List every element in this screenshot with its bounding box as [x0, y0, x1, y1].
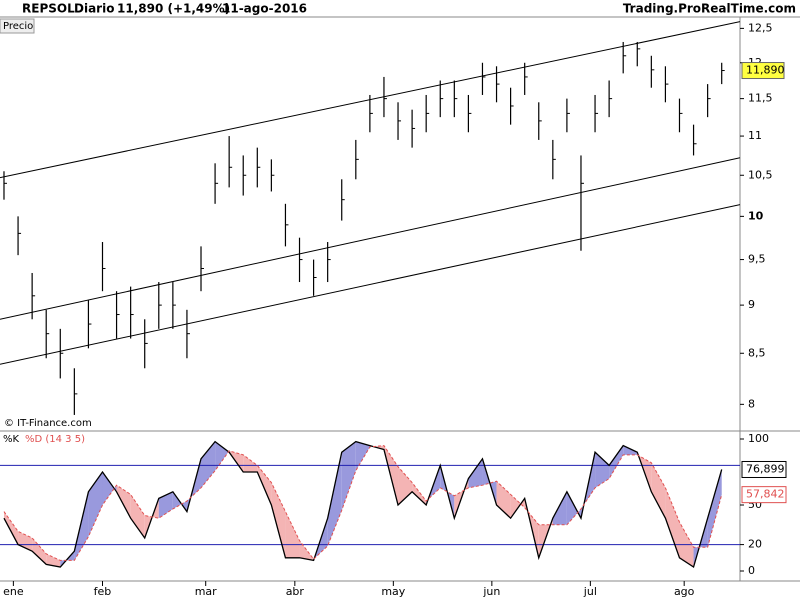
symbol: REPSOL	[22, 2, 75, 16]
stoch-fill	[201, 441, 216, 488]
stoch-fill	[412, 482, 427, 505]
stoch-fill	[158, 491, 173, 519]
stoch-fill	[88, 471, 103, 537]
last-price-label: 11,890	[746, 64, 785, 77]
legend-k: %K	[3, 434, 20, 445]
x-tick-label: mar	[195, 585, 217, 598]
x-tick-label: may	[381, 585, 405, 598]
stoch-fill	[609, 445, 624, 479]
stoch-fill	[566, 491, 581, 525]
quote: 11,890 (+1,49%)	[117, 2, 230, 16]
trendline	[0, 204, 741, 365]
stoch-fill	[468, 458, 483, 488]
stoch-fill	[116, 485, 131, 519]
stoch-fill	[271, 482, 286, 558]
y-tick-label: 8,5	[748, 346, 766, 359]
credit: © IT-Finance.com	[4, 418, 92, 429]
y-tick-label: 10,5	[748, 168, 773, 181]
x-tick-label: ago	[674, 585, 695, 598]
x-tick-label: abr	[286, 585, 305, 598]
legend-d: %D (14 3 5)	[25, 434, 85, 445]
trendline	[0, 157, 741, 320]
period: Diario	[74, 2, 114, 16]
y-tick-label: 11	[748, 129, 762, 142]
y-tick-label: 9	[748, 298, 755, 311]
stoch-fill	[707, 469, 722, 548]
y-tick-label: 9,5	[748, 253, 766, 266]
x-tick-label: jun	[482, 585, 500, 598]
last-value-label: 76,899	[746, 462, 785, 475]
y-tick-label: 20	[748, 538, 762, 551]
stoch-fill	[665, 487, 680, 558]
stoch-fill	[46, 553, 61, 568]
stoch-fill	[327, 452, 342, 546]
y-tick-label: 0	[748, 564, 755, 577]
stoch-fill	[341, 441, 356, 511]
stoch-fill	[215, 441, 230, 471]
date: 11-ago-2016	[222, 2, 307, 16]
stoch-line	[3, 440, 723, 569]
stoch-fill	[651, 462, 666, 519]
x-tick-label: jul	[583, 585, 597, 598]
stoch-fill	[130, 494, 145, 538]
pane-label-box	[0, 18, 35, 34]
stoch-fill	[102, 471, 117, 505]
stoch-fill	[3, 511, 19, 545]
last-value-label: 57,842	[746, 488, 785, 501]
y-tick-label: 10	[748, 209, 764, 222]
x-tick-label: ene	[3, 585, 24, 598]
stoch-fill	[398, 466, 413, 505]
x-tick-label: feb	[94, 585, 112, 598]
y-tick-label: 8	[748, 397, 755, 410]
last-value-box	[741, 460, 787, 478]
stoch-fill	[355, 441, 370, 471]
stoch-fill	[552, 491, 567, 525]
stoch-fill	[595, 452, 610, 488]
stoch-fill	[243, 454, 258, 472]
stoch-fill	[496, 481, 511, 519]
last-value-box	[741, 486, 787, 504]
last-price-box	[741, 62, 785, 80]
pane-label: Precio	[3, 21, 33, 32]
stoch-fill	[285, 511, 300, 558]
source: Trading.ProRealTime.com	[623, 2, 796, 16]
stoch-line	[3, 445, 723, 561]
y-tick-label: 11,5	[748, 92, 773, 105]
y-tick-label: 12,5	[748, 21, 773, 34]
y-tick-label: 100	[748, 432, 769, 445]
